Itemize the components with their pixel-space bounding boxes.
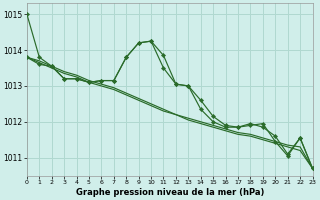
X-axis label: Graphe pression niveau de la mer (hPa): Graphe pression niveau de la mer (hPa) bbox=[76, 188, 264, 197]
